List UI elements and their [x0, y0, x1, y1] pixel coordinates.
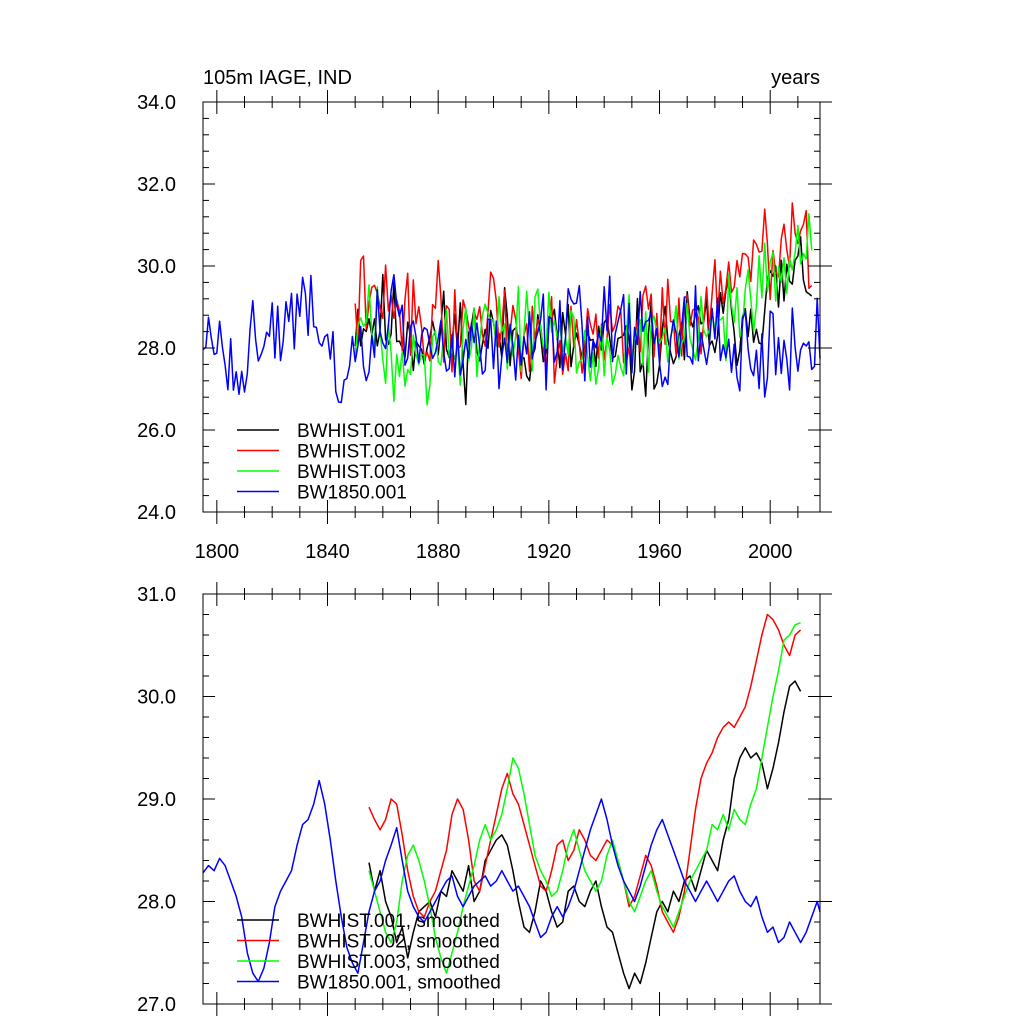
series-line-bwhist-003	[354, 212, 813, 406]
y-tick-label: 30.0	[137, 256, 176, 278]
x-tick-label: 1880	[416, 541, 461, 563]
bottom-panel-frame	[202, 593, 821, 1005]
x-tick-label: 1800	[195, 541, 240, 563]
x-tick-label: 1840	[305, 541, 350, 563]
y-tick-label: 29.0	[137, 789, 176, 811]
series-line-bwhist-003-smoothed	[368, 621, 801, 974]
x-tick-label: 1960	[637, 541, 682, 563]
legend-label-bwhist-001-smoothed: BWHIST.001, smoothed	[297, 911, 500, 932]
y-tick-label: 30.0	[137, 687, 176, 709]
y-tick-label: 26.0	[137, 420, 176, 442]
y-tick-label: 34.0	[137, 92, 176, 114]
y-tick-label: 27.0	[137, 994, 176, 1016]
top-panel-frame	[202, 101, 821, 513]
top-panel-lines	[202, 202, 821, 406]
legend-label-bwhist-003: BWHIST.003	[297, 462, 406, 483]
bottom-panel-lines	[202, 613, 821, 990]
y-tick-label: 28.0	[137, 892, 176, 914]
y-tick-label: 24.0	[137, 502, 176, 524]
x-tick-label: 1920	[527, 541, 572, 563]
series-line-bwhist-002-smoothed	[368, 613, 802, 934]
top-panel-ticks: 1800 1840 1880 1920 1960 2000 24.0 26.0 28.0 30.0…	[137, 90, 832, 563]
y-tick-label: 28.0	[137, 338, 176, 360]
y-tick-label: 32.0	[137, 174, 176, 196]
legend-label-bw1850-001: BW1850.001	[297, 483, 407, 504]
legend-label-bw1850-001-smoothed: BW1850.001, smoothed	[297, 973, 501, 994]
series-line-bw1850-001	[202, 273, 821, 404]
bottom-panel-chart: 27.0 28.0 29.0 30.0 31.0 BWHIST.001, smoothe…	[137, 582, 832, 1016]
y-tick-label: 31.0	[137, 584, 176, 606]
legend-label-bwhist-001: BWHIST.001	[297, 421, 406, 442]
top-panel-chart: 105m IAGE, IND years 1800 1840 1880 1920 196…	[137, 67, 832, 563]
x-tick-label: 2000	[748, 541, 793, 563]
bottom-panel-ticks: 27.0 28.0 29.0 30.0 31.0	[137, 582, 832, 1016]
legend-label-bwhist-002: BWHIST.002	[297, 442, 406, 463]
top-panel-units: years	[771, 67, 820, 89]
series-line-bw1850-001-smoothed	[202, 779, 821, 983]
top-panel-title: 105m IAGE, IND	[203, 67, 352, 89]
legend-label-bwhist-002-smoothed: BWHIST.002, smoothed	[297, 932, 500, 953]
legend-label-bwhist-003-smoothed: BWHIST.003, smoothed	[297, 952, 500, 973]
